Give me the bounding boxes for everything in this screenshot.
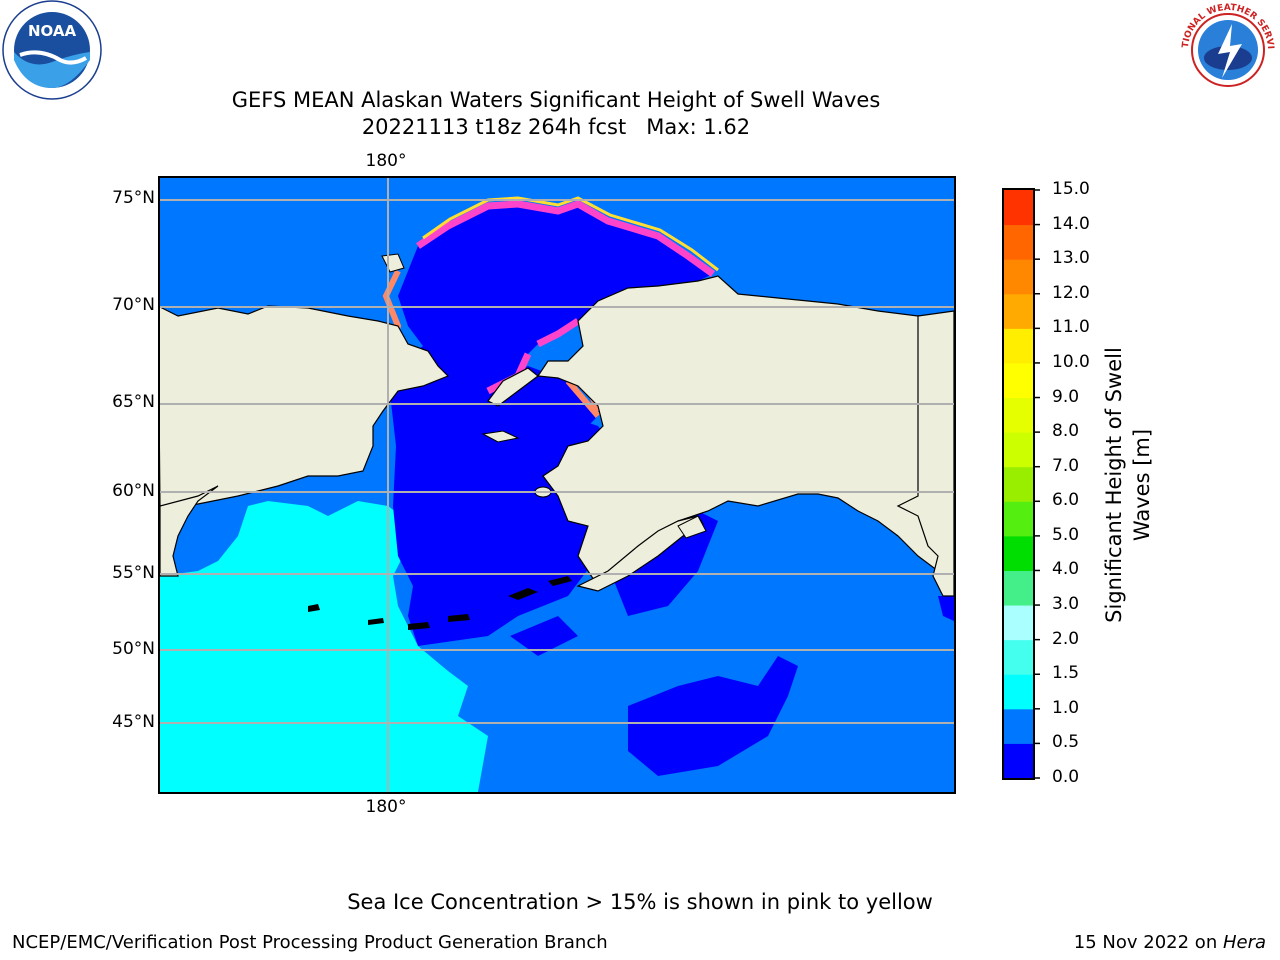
lat-label-60: 60°N: [112, 481, 155, 501]
colorbar-tick-label: 12.0: [1052, 282, 1090, 303]
colorbar-tick-label: 1.0: [1052, 697, 1080, 718]
colorbar-cell: [1004, 605, 1033, 641]
footer-credit: NCEP/EMC/Verification Post Processing Pr…: [12, 932, 608, 953]
colorbar-frame: [1002, 188, 1035, 780]
colorbar-cell: [1004, 328, 1033, 364]
ocean-dark-patch: [628, 656, 798, 776]
map-panel: [158, 176, 956, 794]
colorbar-cell: [1004, 224, 1033, 260]
colorbar-tick-label: 3.0: [1052, 594, 1080, 615]
colorbar-cell: [1004, 501, 1033, 537]
colorbar-tick-label: 9.0: [1052, 386, 1080, 407]
lon-label-top: 180°: [365, 151, 407, 171]
colorbar-label: Significant Height of Swell Waves [m]: [1102, 347, 1154, 623]
footer-date-text: 15 Nov 2022 on: [1073, 932, 1223, 953]
colorbar-tick-label: 5.0: [1052, 524, 1080, 545]
colorbar-tick-label: 15.0: [1052, 179, 1090, 199]
colorbar-tick-label: 1.5: [1052, 663, 1080, 684]
ocean-cyan-patch: [308, 582, 368, 610]
lon-label-bottom: 180°: [365, 797, 407, 817]
ocean-dark-patch: [938, 596, 954, 621]
colorbar-cell: [1004, 570, 1033, 606]
lat-label-55: 55°N: [112, 563, 155, 583]
lat-label-75: 75°N: [112, 188, 155, 208]
colorbar-tick-label: 4.0: [1052, 559, 1080, 580]
map-frame: [158, 176, 956, 794]
colorbar-tick-label: 14.0: [1052, 213, 1090, 234]
sea-ice-note: Sea Ice Concentration > 15% is shown in …: [347, 890, 933, 914]
map-gridlines: [160, 178, 954, 792]
land-canada: [896, 310, 954, 597]
chart-subtitle: 20221113 t18z 264h fcst Max: 1.62: [361, 115, 751, 139]
colorbar: [1002, 188, 1040, 780]
colorbar-tick-label: 13.0: [1052, 248, 1090, 269]
colorbar-cell: [1004, 535, 1033, 571]
colorbar-tick-label: 10.0: [1052, 351, 1090, 372]
colorbar-tick-label: 8.0: [1052, 421, 1080, 442]
colorbar-cell: [1004, 293, 1033, 329]
land-st-lawrence: [481, 430, 520, 443]
colorbar-cell: [1004, 190, 1033, 226]
land-seward: [487, 367, 539, 407]
lat-label-70: 70°N: [112, 295, 155, 315]
colorbar-cell: [1004, 362, 1033, 399]
chart-title: GEFS MEAN Alaskan Waters Significant Hei…: [231, 88, 881, 112]
colorbar-cell: [1004, 397, 1033, 433]
colorbar-tick-label: 11.0: [1052, 317, 1090, 338]
noaa-logo: NOAA: [2, 0, 102, 100]
colorbar-cell: [1004, 259, 1033, 295]
colorbar-cell: [1004, 639, 1033, 675]
sea-ice-edge: [422, 196, 719, 272]
colorbar-cell: [1004, 466, 1033, 502]
colorbar-cell: [1004, 674, 1033, 710]
ocean-dark-patch: [510, 616, 578, 656]
colorbar-tick-label: 0.5: [1052, 732, 1080, 753]
colorbar-tick-label: 0.0: [1052, 767, 1080, 787]
lat-label-50: 50°N: [112, 639, 155, 659]
nws-logo: NATIONAL WEATHER SERVICE: [1176, 0, 1276, 98]
lat-label-45: 45°N: [112, 712, 155, 732]
colorbar-cells: [1004, 190, 1033, 779]
colorbar-tick-label: 7.0: [1052, 455, 1080, 476]
lat-label-65: 65°N: [112, 392, 155, 412]
footer-machine: Hera: [1222, 932, 1266, 953]
noaa-logo-text: NOAA: [28, 22, 77, 40]
colorbar-cell: [1004, 708, 1033, 744]
footer-date: 15 Nov 2022 on Hera: [1074, 932, 1266, 953]
land-kodiak: [677, 515, 707, 539]
colorbar-cell: [1004, 743, 1033, 779]
arctic-sea: [393, 204, 713, 406]
colorbar-tick-label: 6.0: [1052, 490, 1080, 511]
land-alaska: [536, 275, 954, 587]
ocean-dark-gulf: [608, 511, 718, 616]
colorbar-tick-label: 2.0: [1052, 628, 1080, 649]
ocean-dark-region: [388, 376, 638, 646]
colorbar-cell: [1004, 432, 1033, 468]
